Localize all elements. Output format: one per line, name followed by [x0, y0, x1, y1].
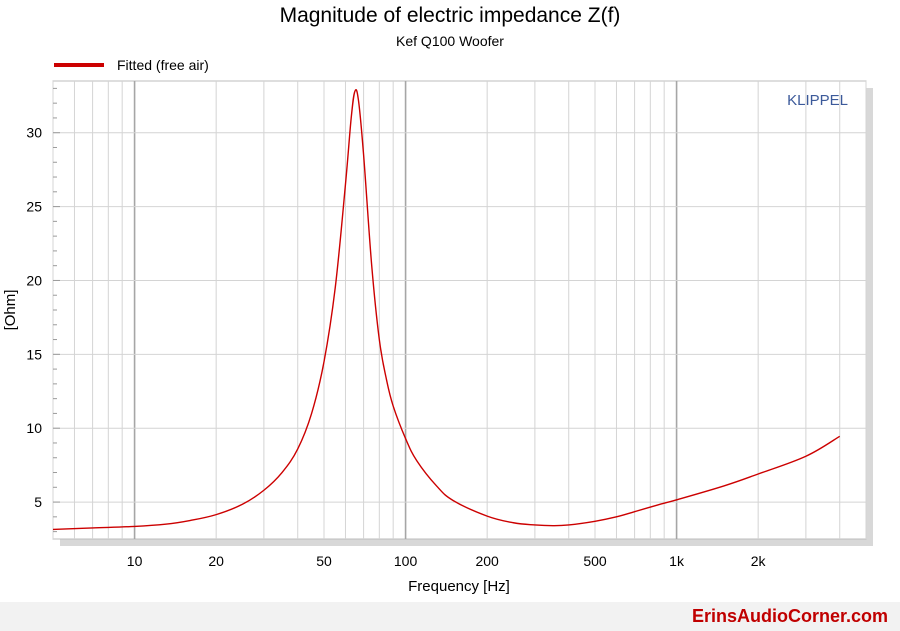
- x-tick-label: 20: [208, 553, 224, 569]
- klippel-watermark: KLIPPEL: [787, 92, 848, 109]
- y-tick-label: 30: [26, 125, 42, 141]
- y-tick-label: 5: [34, 494, 42, 510]
- footer-band: [0, 602, 900, 631]
- grid: [52, 81, 867, 539]
- x-tick-label: 200: [475, 553, 499, 569]
- chart-subtitle: Kef Q100 Woofer: [396, 33, 504, 49]
- x-tick-label: 50: [316, 553, 332, 569]
- y-axis: 5 10 15 20 25 30: [26, 125, 42, 510]
- x-tick-label: 10: [127, 553, 143, 569]
- impedance-chart: Magnitude of electric impedance Z(f) Kef…: [2, 4, 873, 595]
- x-tick-label: 2k: [751, 553, 767, 569]
- footer-brand-logo: ErinsAudioCorner.com: [691, 606, 888, 626]
- x-tick-label: 500: [583, 553, 607, 569]
- y-tick-label: 25: [26, 199, 42, 215]
- y-tick-label: 10: [26, 420, 42, 436]
- series-line-fitted: [52, 89, 841, 531]
- x-axis: 10 20 50 100 200 500 1k 2k: [127, 553, 767, 569]
- plot-area: [52, 80, 867, 540]
- y-tick-label: 20: [26, 272, 42, 288]
- y-axis-label: [Ohm]: [2, 290, 19, 331]
- chart-title: Magnitude of electric impedance Z(f): [280, 4, 621, 27]
- legend-label: Fitted (free air): [117, 57, 209, 73]
- y-tick-label: 15: [26, 346, 42, 362]
- x-tick-label: 100: [394, 553, 418, 569]
- x-axis-label: Frequency [Hz]: [408, 578, 510, 595]
- legend: Fitted (free air): [54, 57, 209, 73]
- x-tick-label: 1k: [669, 553, 685, 569]
